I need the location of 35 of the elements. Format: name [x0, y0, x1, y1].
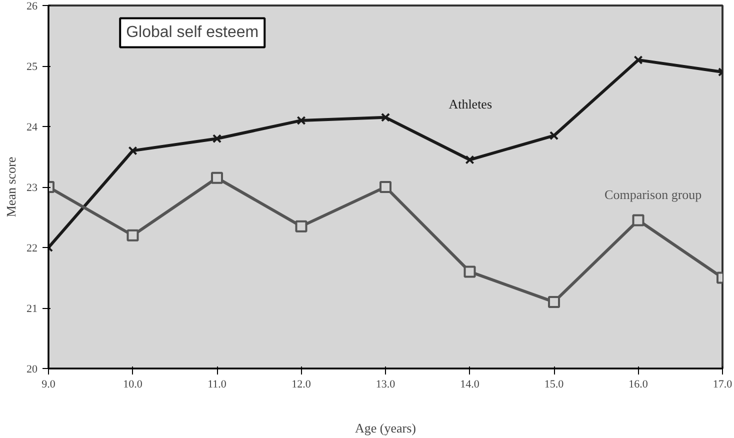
y-tick-label: 25	[26, 61, 38, 73]
y-tick-label: 21	[26, 303, 38, 315]
y-tick-label: 22	[26, 242, 38, 254]
x-tick-label: 12.0	[292, 378, 312, 390]
point	[634, 55, 643, 64]
point	[211, 172, 223, 184]
y-tick-label: 20	[26, 364, 38, 376]
point	[548, 296, 560, 308]
x-tick-label: 11.0	[208, 378, 227, 390]
y-axis-title: Mean score	[4, 156, 18, 218]
point	[212, 134, 222, 144]
point	[465, 155, 474, 164]
y-tick-label: 26	[26, 0, 38, 12]
point	[549, 131, 559, 140]
point	[632, 214, 644, 226]
x-tick-label: 16.0	[628, 378, 648, 390]
point	[296, 116, 306, 125]
y-tick-label: 24	[26, 122, 38, 134]
x-tick-label: 17.0	[712, 378, 733, 390]
x-tick-label: 10.0	[123, 378, 143, 390]
x-tick-label: 13.0	[376, 378, 396, 390]
y-tick-label: 23	[26, 182, 38, 194]
point	[295, 220, 308, 232]
point	[380, 112, 390, 122]
point	[380, 181, 392, 193]
series-label: Comparison group	[604, 187, 702, 202]
x-tick-label: 15.0	[544, 378, 564, 390]
x-tick-label: 9.0	[42, 378, 56, 390]
point	[128, 146, 138, 156]
x-tick-label: 14.0	[460, 378, 480, 390]
x-axis-title: Age (years)	[355, 420, 416, 436]
text: Athletes	[448, 96, 492, 112]
point	[464, 266, 476, 278]
text: Global self esteem	[126, 24, 259, 42]
point	[126, 229, 139, 242]
